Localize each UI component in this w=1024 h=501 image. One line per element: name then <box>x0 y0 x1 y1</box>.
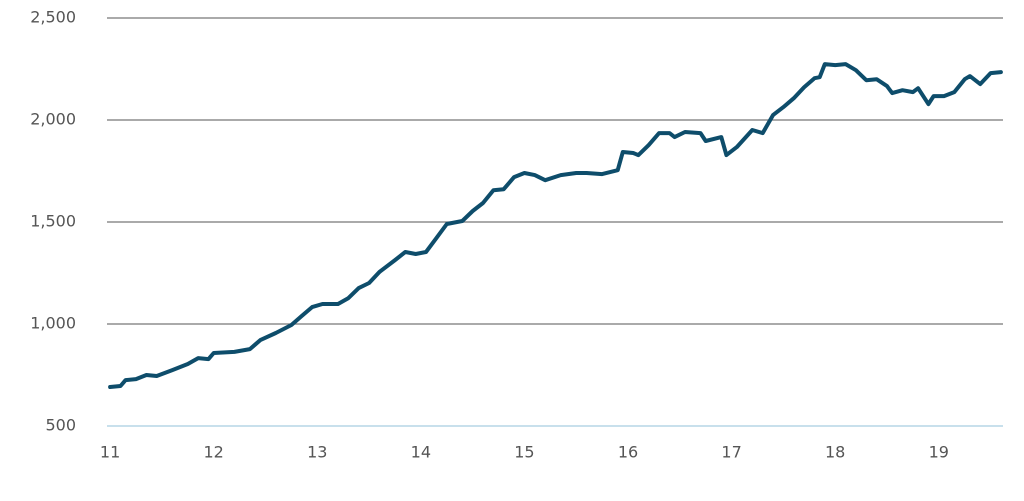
line <box>108 62 1003 389</box>
x-tick-label: 17 <box>721 443 741 462</box>
y-tick-label: 1,000 <box>30 314 76 333</box>
x-tick-label: 16 <box>618 443 638 462</box>
x-tick-label: 12 <box>204 443 224 462</box>
y-tick-label: 1,500 <box>30 212 76 231</box>
x-tick-label: 13 <box>307 443 327 462</box>
y-tick-label: 2,500 <box>30 8 76 27</box>
x-tick-label: 11 <box>100 443 120 462</box>
x-tick-label: 15 <box>514 443 534 462</box>
y-tick-label: 500 <box>45 416 76 435</box>
x-tick-label: 14 <box>411 443 431 462</box>
x-tick-label: 19 <box>929 443 949 462</box>
x-tick-label: 18 <box>825 443 845 462</box>
y-tick-label: 2,000 <box>30 110 76 129</box>
